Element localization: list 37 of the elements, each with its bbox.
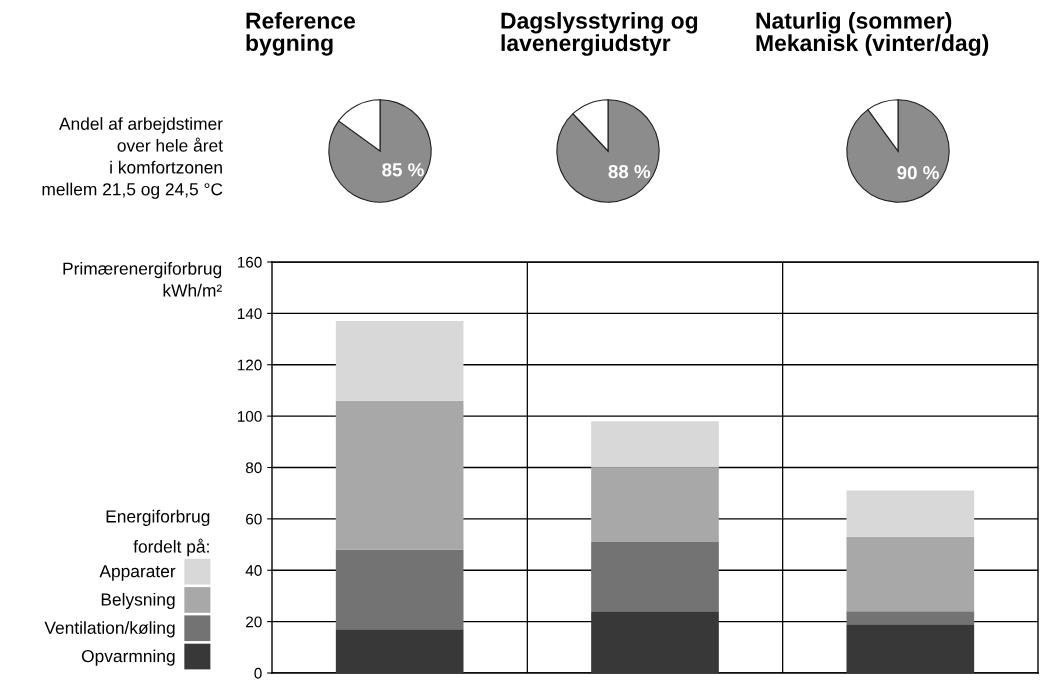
- pie-slice: [556, 99, 660, 203]
- chart-title: Dagslysstyring og lavenergiudstyr: [501, 12, 698, 56]
- bar: [335, 629, 464, 673]
- bar: [591, 421, 719, 468]
- bar: [846, 611, 975, 625]
- bar: [846, 490, 975, 537]
- y-tick-label: 40: [245, 565, 262, 576]
- y-tick-label: 140: [237, 308, 262, 320]
- y-axis-title: Primærenergiforbrug kWh/m²: [63, 262, 222, 297]
- bar: [591, 541, 719, 612]
- data-label: 90 %: [897, 166, 939, 180]
- bar: [846, 624, 975, 673]
- y-tick-label: 60: [246, 513, 262, 525]
- pie-slice: [846, 99, 950, 203]
- chart-title: Reference bygning: [246, 12, 356, 56]
- bar: [591, 467, 719, 542]
- bar: [335, 400, 464, 550]
- legend-label: Ventilation/køling: [44, 621, 175, 638]
- legend-label: Opvarmning: [81, 649, 175, 666]
- y-tick-label: 20: [246, 616, 262, 628]
- chart-title: Naturlig (sommer) Mekanisk (vinter/dag): [756, 12, 989, 56]
- legend-title: Energiforbrug fordelt på:: [106, 509, 210, 557]
- data-label: 88 %: [608, 164, 651, 179]
- data-label: 85 %: [382, 163, 424, 177]
- bar: [335, 321, 464, 401]
- legend-label: Belysning: [101, 592, 175, 610]
- bar: [335, 549, 464, 630]
- legend-label: Apparater: [99, 565, 176, 581]
- bar: [846, 536, 975, 612]
- y-tick-label: 160: [237, 256, 262, 268]
- y-tick-label: 100: [237, 410, 262, 422]
- y-tick-label: 0: [254, 667, 262, 679]
- pie-slice: [328, 99, 432, 203]
- text: Andel af arbejdstimer over hele året i komfortzonen mellem 21,5 og 24,5 °C: [42, 117, 223, 199]
- bar: [591, 611, 719, 673]
- y-tick-label: 120: [237, 359, 262, 371]
- y-tick-label: 80: [245, 462, 262, 474]
